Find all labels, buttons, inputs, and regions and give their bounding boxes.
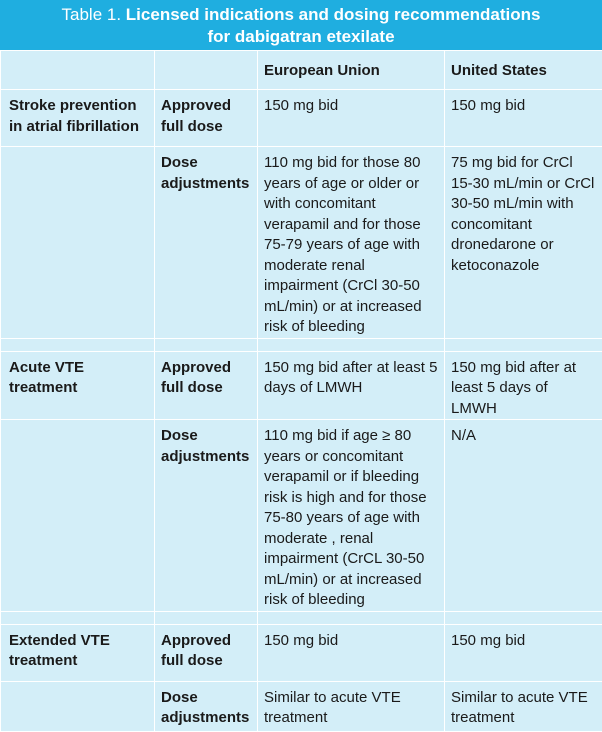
eu-cell: 150 mg bid bbox=[258, 90, 445, 147]
us-cell: 150 mg bid bbox=[445, 90, 602, 147]
header-cell-indication bbox=[1, 51, 155, 90]
row-label-dose-adjustments: Dose adjustments bbox=[155, 420, 258, 612]
table-row: Dose adjustments Similar to acute VTE tr… bbox=[1, 681, 602, 731]
table-number: Table 1. bbox=[62, 5, 122, 24]
indication-continuation bbox=[1, 420, 155, 612]
eu-cell: 110 mg bid for those 80 years of age or … bbox=[258, 147, 445, 339]
table-row: Dose adjustments 110 mg bid if age ≥ 80 … bbox=[1, 420, 602, 612]
table-row: Stroke prevention in atrial fibrillation… bbox=[1, 90, 602, 147]
row-label-dose-adjustments: Dose adjustments bbox=[155, 681, 258, 731]
us-cell: 150 mg bid bbox=[445, 624, 602, 681]
indication-acute-vte: Acute VTE treatment bbox=[1, 351, 155, 420]
table-row: Dose adjustments 110 mg bid for those 80… bbox=[1, 147, 602, 339]
indication-continuation bbox=[1, 147, 155, 339]
dosing-table: European Union United States Stroke prev… bbox=[0, 50, 602, 732]
header-cell-us: United States bbox=[445, 51, 602, 90]
title-line-1: Table 1. Licensed indications and dosing… bbox=[0, 4, 602, 26]
eu-cell: 150 mg bid after at least 5 days of LMWH bbox=[258, 351, 445, 420]
header-cell-type bbox=[155, 51, 258, 90]
title-text-line-2: for dabigatran etexilate bbox=[0, 26, 602, 48]
indication-stroke-prevention: Stroke prevention in atrial fibrillation bbox=[1, 90, 155, 147]
header-cell-eu: European Union bbox=[258, 51, 445, 90]
row-label-approved-dose: Approved full dose bbox=[155, 90, 258, 147]
dosing-table-document: Table 1. Licensed indications and dosing… bbox=[0, 0, 602, 701]
table-title: Table 1. Licensed indications and dosing… bbox=[0, 0, 602, 50]
row-label-approved-dose: Approved full dose bbox=[155, 351, 258, 420]
us-cell: 75 mg bid for CrCl 15-30 mL/min or CrCl … bbox=[445, 147, 602, 339]
section-spacer bbox=[1, 611, 602, 624]
table-header-row: European Union United States bbox=[1, 51, 602, 90]
row-label-approved-dose: Approved full dose bbox=[155, 624, 258, 681]
eu-cell: 110 mg bid if age ≥ 80 years or concomit… bbox=[258, 420, 445, 612]
eu-cell: Similar to acute VTE treatment bbox=[258, 681, 445, 731]
us-cell: Similar to acute VTE treatment bbox=[445, 681, 602, 731]
table-row: Acute VTE treatment Approved full dose 1… bbox=[1, 351, 602, 420]
row-label-dose-adjustments: Dose adjustments bbox=[155, 147, 258, 339]
title-text-line-1: Licensed indications and dosing recommen… bbox=[126, 5, 541, 24]
us-cell: N/A bbox=[445, 420, 602, 612]
us-cell: 150 mg bid after at least 5 days of LMWH bbox=[445, 351, 602, 420]
table-row: Extended VTE treatment Approved full dos… bbox=[1, 624, 602, 681]
indication-extended-vte: Extended VTE treatment bbox=[1, 624, 155, 681]
section-spacer bbox=[1, 338, 602, 351]
eu-cell: 150 mg bid bbox=[258, 624, 445, 681]
indication-continuation bbox=[1, 681, 155, 731]
